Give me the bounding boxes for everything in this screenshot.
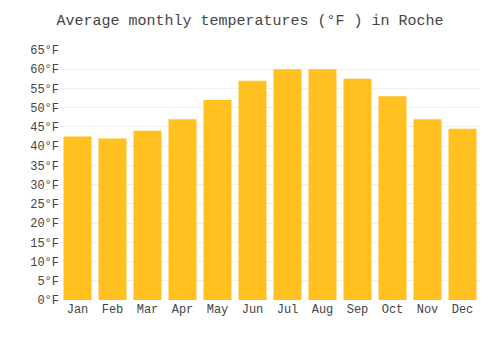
svg-text:Average monthly temperatures (: Average monthly temperatures (°F ) in Ro… xyxy=(56,13,443,30)
svg-text:25°F: 25°F xyxy=(30,198,59,212)
svg-text:0°F: 0°F xyxy=(37,294,59,308)
svg-text:40°F: 40°F xyxy=(30,140,59,154)
svg-text:45°F: 45°F xyxy=(30,121,59,135)
svg-text:50°F: 50°F xyxy=(30,102,59,116)
svg-text:Oct: Oct xyxy=(382,303,404,317)
svg-text:Dec: Dec xyxy=(452,303,474,317)
svg-text:35°F: 35°F xyxy=(30,160,59,174)
svg-text:65°F: 65°F xyxy=(30,44,59,58)
svg-text:Nov: Nov xyxy=(417,303,439,317)
svg-text:Sep: Sep xyxy=(347,303,369,317)
svg-text:30°F: 30°F xyxy=(30,179,59,193)
svg-text:Jun: Jun xyxy=(242,303,264,317)
svg-text:55°F: 55°F xyxy=(30,83,59,97)
svg-text:Aug: Aug xyxy=(312,303,334,317)
svg-text:Feb: Feb xyxy=(102,303,124,317)
svg-text:60°F: 60°F xyxy=(30,63,59,77)
svg-text:Mar: Mar xyxy=(137,303,159,317)
svg-text:Jul: Jul xyxy=(277,303,299,317)
svg-text:20°F: 20°F xyxy=(30,217,59,231)
svg-text:Apr: Apr xyxy=(172,303,194,317)
svg-text:5°F: 5°F xyxy=(37,275,59,289)
svg-text:15°F: 15°F xyxy=(30,237,59,251)
svg-text:Jan: Jan xyxy=(67,303,89,317)
svg-text:May: May xyxy=(207,303,229,317)
svg-text:10°F: 10°F xyxy=(30,256,59,270)
